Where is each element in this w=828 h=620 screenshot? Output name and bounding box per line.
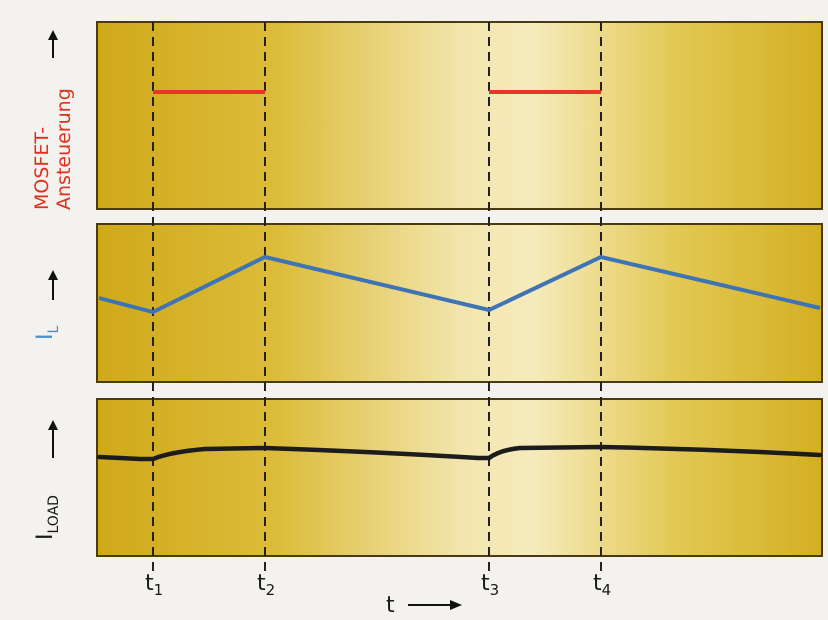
il-axis-arrow bbox=[48, 270, 58, 300]
panel-mosfet bbox=[96, 21, 823, 210]
tick-label-t4: t4 bbox=[593, 571, 611, 599]
tick-label-t2: t2 bbox=[257, 571, 275, 599]
x-axis-label: t bbox=[386, 593, 395, 618]
tick-label-t3: t3 bbox=[481, 571, 499, 599]
inductor-current-waveform bbox=[98, 254, 821, 315]
x-axis-arrow bbox=[408, 600, 462, 610]
mosfet-label-line-1: MOSFET- bbox=[31, 127, 53, 210]
load-current-waveform bbox=[96, 444, 823, 462]
il-axis-label: IL bbox=[33, 326, 62, 341]
panel-iload bbox=[96, 398, 823, 557]
mosfet-axis-arrow bbox=[48, 30, 58, 58]
iload-axis-label: ILOAD bbox=[33, 495, 62, 540]
mosfet-label-line-2: Ansteuerung bbox=[53, 88, 75, 210]
iload-label-text: ILOAD bbox=[33, 495, 62, 540]
tick-label-t1: t1 bbox=[145, 571, 163, 599]
il-label-text: IL bbox=[33, 326, 62, 341]
mosfet-axis-label: MOSFET- Ansteuerung bbox=[31, 88, 75, 210]
iload-axis-arrow bbox=[48, 420, 58, 458]
